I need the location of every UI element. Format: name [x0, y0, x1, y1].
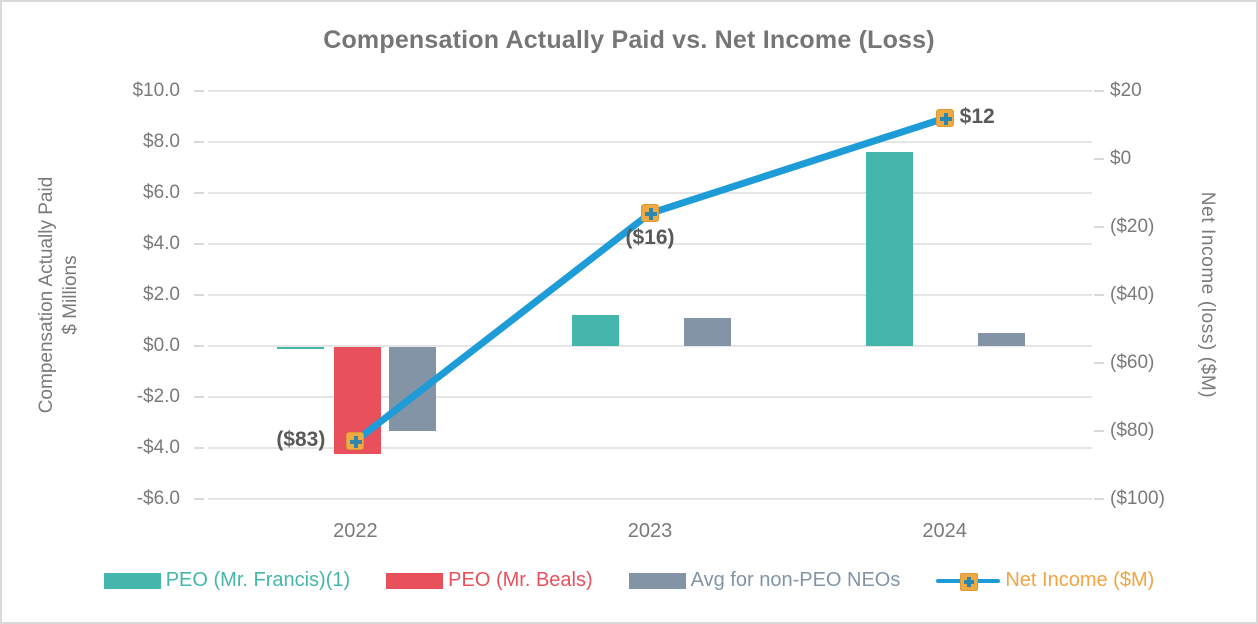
left-axis-tick: $8.0: [143, 131, 180, 152]
legend-item-peo-mr-beals: PEO (Mr. Beals): [386, 569, 593, 592]
bar-peo-mr-francis-1-2023: [571, 315, 619, 346]
data-label-2023: ($16): [625, 226, 675, 250]
net-income-marker-2024: [935, 109, 954, 128]
right-axis-tick: ($60): [1110, 352, 1155, 373]
left-axis-title-line1: Compensation Actually Paid: [36, 176, 57, 414]
left-axis-tick: -$4.0: [136, 437, 180, 458]
left-axis-tick-mark: [194, 90, 204, 92]
legend-label: PEO (Mr. Beals): [448, 569, 593, 591]
legend-item-net-income-m: Net Income ($M): [936, 569, 1154, 592]
gridline: [208, 447, 1092, 449]
legend-line-swatch: [936, 572, 1001, 591]
marker-cross-v: [943, 113, 948, 126]
gridline: [208, 396, 1092, 398]
left-axis-tick: $4.0: [143, 233, 180, 254]
legend-marker-icon: [960, 572, 979, 591]
x-axis-label: 2024: [922, 520, 967, 542]
left-axis-tick: $0.0: [143, 335, 180, 356]
net-income-marker-2022: [346, 432, 365, 451]
left-axis-tick: -$6.0: [136, 488, 180, 509]
bar-peo-mr-francis-1-2024: [866, 152, 914, 346]
legend-item-peo-mr-francis-1: PEO (Mr. Francis)(1): [103, 569, 351, 592]
right-axis-tick: ($40): [1110, 284, 1155, 305]
right-axis-tick-mark: [1094, 226, 1104, 228]
plot-area: ($83) ($16) $12: [208, 90, 1092, 500]
left-axis-tick-mark: [194, 141, 204, 143]
gridline: [208, 294, 1092, 296]
chart-title: Compensation Actually Paid vs. Net Incom…: [323, 26, 935, 54]
legend-label: Avg for non-PEO NEOs: [690, 569, 901, 591]
legend-swatch-avg-for-non-peo-neos: [628, 572, 686, 589]
right-axis-tick: ($80): [1110, 420, 1155, 441]
gridline: [208, 90, 1092, 92]
marker-cross-v: [649, 208, 653, 221]
left-axis-tick-mark: [194, 192, 204, 194]
x-axis-label: 2023: [627, 520, 673, 542]
left-axis-tick: $10.0: [132, 80, 180, 101]
legend-item-avg-for-non-peo-neos: Avg for non-PEO NEOs: [628, 569, 901, 592]
right-axis-tick: $0: [1110, 148, 1132, 169]
gridline: [208, 192, 1092, 194]
gridline: [208, 498, 1092, 500]
bar-avg-for-non-peo-neos-2024: [978, 333, 1026, 346]
legend-swatch-peo-mr-beals: [386, 572, 444, 589]
bar-avg-for-non-peo-neos-2023: [683, 317, 731, 346]
right-axis-tick-mark: [1094, 430, 1104, 432]
gridline: [208, 243, 1092, 245]
marker-cross-v: [354, 436, 359, 449]
bar-peo-mr-francis-1-2022: [276, 347, 324, 349]
right-axis-tick-mark: [1094, 90, 1104, 92]
left-axis-tick: $6.0: [143, 182, 180, 203]
right-axis-tick-mark: [1094, 362, 1104, 364]
right-axis-tick-mark: [1094, 294, 1104, 296]
left-axis-tick-mark: [194, 498, 204, 500]
net-income-line: [351, 114, 949, 445]
legend-swatch-peo-mr-francis-1: [103, 572, 161, 589]
left-axis-tick-mark: [194, 447, 204, 449]
left-axis-tick: -$2.0: [136, 386, 180, 407]
data-label-2022: ($83): [276, 428, 326, 452]
chart-legend: PEO (Mr. Francis)(1) PEO (Mr. Beals) Avg f…: [2, 569, 1256, 592]
net-income-marker-2023: [641, 204, 659, 223]
x-axis-label: 2022: [333, 520, 378, 542]
right-axis-tick: $20: [1110, 80, 1142, 101]
legend-label: Net Income ($M): [1005, 569, 1155, 591]
right-axis-tick-mark: [1094, 158, 1104, 160]
right-axis-tick-mark: [1094, 498, 1104, 500]
right-axis-tick: ($100): [1110, 488, 1165, 509]
legend-marker-cross-v: [967, 576, 972, 587]
legend-label: PEO (Mr. Francis)(1): [165, 569, 351, 591]
left-axis-tick-mark: [194, 243, 204, 245]
data-label-2024: $12: [959, 105, 995, 129]
right-axis-tick: ($20): [1110, 216, 1155, 237]
left-axis-tick-mark: [194, 345, 204, 347]
left-axis-tick-mark: [194, 396, 204, 398]
left-axis-tick: $2.0: [143, 284, 180, 305]
gridline: [208, 345, 1092, 347]
left-axis-tick-mark: [194, 294, 204, 296]
gridline: [208, 141, 1092, 143]
right-axis-title: Net Income (loss) ($M): [1197, 191, 1218, 399]
